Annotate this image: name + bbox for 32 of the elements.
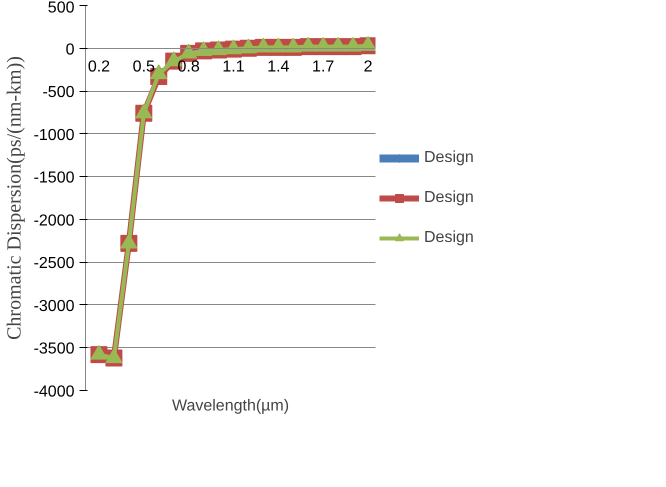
point	[224, 39, 242, 54]
x-tick-label: 1.7	[312, 58, 334, 76]
point	[180, 44, 198, 59]
point	[105, 348, 122, 364]
y-tick-label: -2500	[34, 255, 75, 272]
x-tick-label: 2	[364, 58, 373, 76]
y-tick-label: 500	[48, 0, 75, 16]
point	[210, 40, 228, 56]
y-axis-title: Chromatic Dispersion(ps/(nm-km))	[4, 56, 26, 340]
legend-label: Design	[424, 148, 475, 166]
legend-label: Design	[424, 228, 475, 246]
point	[90, 344, 108, 360]
y-tick-label: -3500	[34, 340, 75, 358]
y-tick-label: -1000	[34, 126, 75, 144]
legend-label: Design	[424, 188, 475, 206]
x-axis-title: Wavelength(µm)	[172, 398, 290, 414]
y-tick-label: -2000	[34, 212, 75, 230]
point	[360, 36, 376, 51]
x-tick-label: 1.1	[222, 58, 245, 76]
x-tick-label: 0.2	[88, 58, 110, 76]
y-tick-label: -4000	[34, 384, 75, 400]
point	[240, 38, 257, 54]
y-tick-label: -3000	[34, 298, 75, 315]
x-tick-label: 0.5	[132, 58, 156, 76]
x-tick-label: 0.8	[178, 58, 200, 76]
y-tick-label: -500	[42, 84, 75, 102]
point	[135, 104, 152, 118]
x-tick-label: 1.4	[267, 58, 290, 76]
point	[120, 234, 138, 248]
y-tick-label: 0	[66, 41, 75, 58]
y-tick-label: -1500	[34, 170, 75, 187]
point	[195, 41, 212, 56]
